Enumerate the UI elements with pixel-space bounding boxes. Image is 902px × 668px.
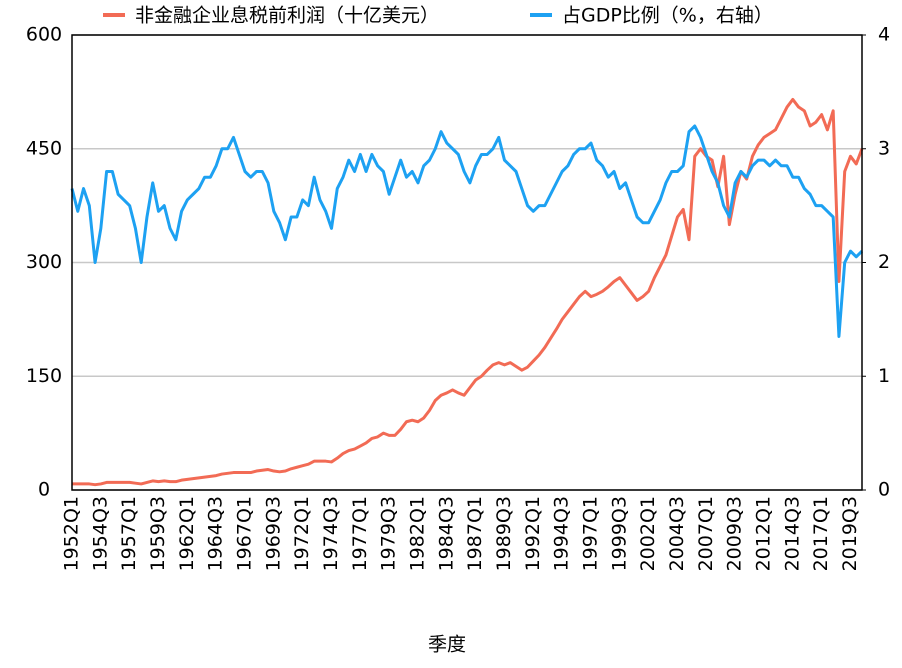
x-tick-label: 2007Q1 (695, 496, 717, 571)
x-tick-label: 1979Q3 (378, 496, 400, 571)
x-tick-label: 1977Q1 (349, 496, 371, 571)
x-tick-label: 1974Q3 (320, 496, 342, 571)
x-tick-label: 1982Q1 (406, 496, 428, 571)
y-tick-label: 600 (26, 24, 62, 46)
x-tick-label: 1987Q1 (464, 496, 486, 571)
y2-tick-label: 0 (878, 479, 890, 501)
legend-label: 非金融企业息税前利润（十亿美元） (135, 5, 439, 27)
plot-frame (71, 34, 863, 491)
x-tick-label: 2017Q1 (810, 496, 832, 571)
legend-label: 占GDP比例（%，右轴） (562, 5, 773, 27)
y2-tick-label: 1 (878, 365, 890, 387)
x-tick-label: 1997Q1 (579, 496, 601, 571)
y-tick-label: 0 (38, 479, 50, 501)
x-tick-label: 1959Q3 (147, 496, 169, 571)
x-tick-label: 2002Q1 (637, 496, 659, 571)
x-tick-label: 1999Q3 (608, 496, 630, 571)
x-tick-label: 1989Q3 (493, 496, 515, 571)
y2-tick-label: 3 (878, 137, 890, 159)
x-tick-label: 1962Q1 (176, 496, 198, 571)
x-tick-label: 1964Q3 (205, 496, 227, 571)
x-tick-label: 2019Q3 (839, 496, 861, 571)
x-tick-label: 1994Q3 (551, 496, 573, 571)
y-tick-label: 300 (26, 251, 62, 273)
x-tick-label: 2012Q1 (752, 496, 774, 571)
y-tick-label: 450 (26, 137, 62, 159)
x-tick-label: 1969Q3 (262, 496, 284, 571)
x-tick-label: 1972Q1 (291, 496, 313, 571)
y-tick-label: 150 (26, 365, 62, 387)
x-tick-label: 2014Q3 (781, 496, 803, 571)
x-tick-label: 1954Q3 (89, 496, 111, 571)
x-tick-label: 1992Q1 (522, 496, 544, 571)
x-tick-label: 2004Q3 (666, 496, 688, 571)
x-tick-label: 1984Q3 (435, 496, 457, 571)
x-tick-label: 1967Q1 (233, 496, 255, 571)
series-line (70, 124, 864, 338)
x-tick-label: 1957Q1 (118, 496, 140, 571)
x-axis-label: 季度 (428, 634, 466, 656)
y2-tick-label: 2 (878, 251, 890, 273)
x-tick-label: 1952Q1 (61, 496, 83, 571)
series-line (72, 97, 864, 487)
x-tick-label: 2009Q3 (724, 496, 746, 571)
y2-tick-label: 4 (878, 24, 890, 46)
